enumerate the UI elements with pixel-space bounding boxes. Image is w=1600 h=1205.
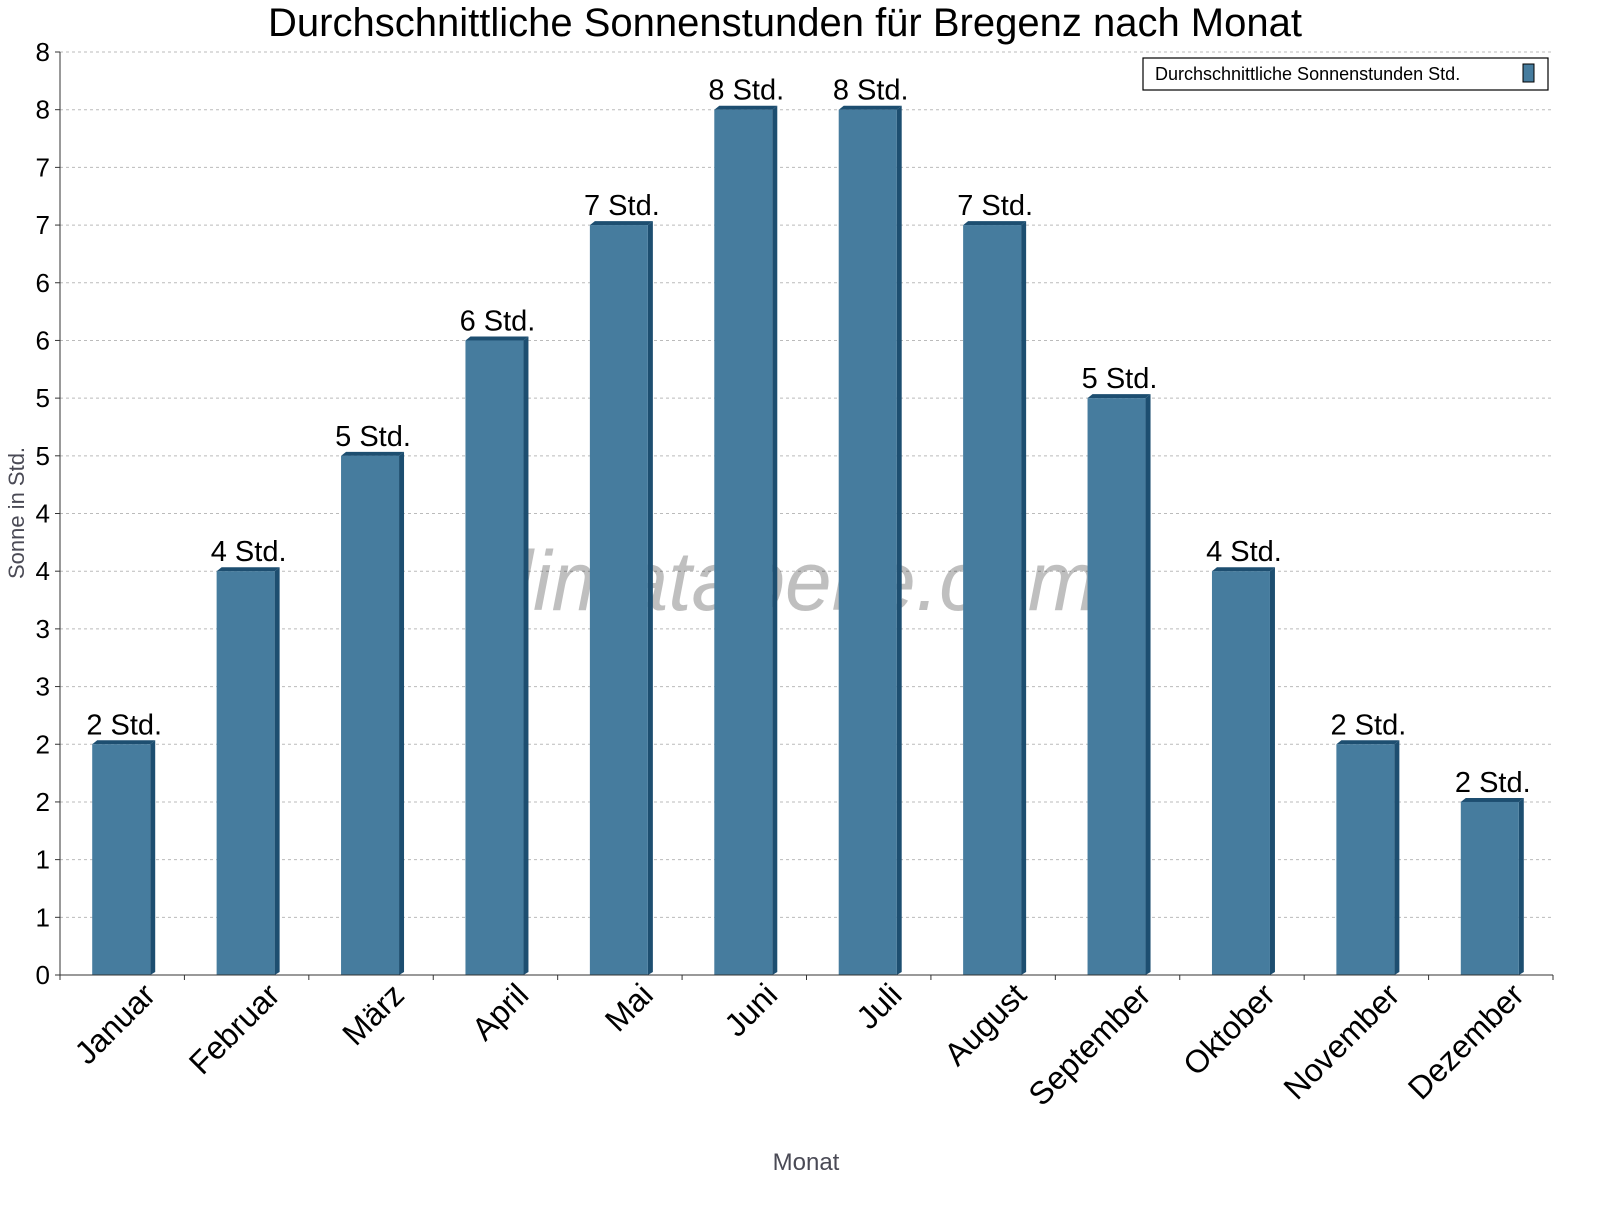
y-axis-label: Sonne in Std. bbox=[4, 447, 29, 579]
x-tick-label: April bbox=[465, 976, 536, 1047]
chart-title: Durchschnittliche Sonnenstunden für Breg… bbox=[268, 1, 1302, 45]
y-tick-label: 8 bbox=[36, 37, 50, 67]
y-tick-label: 4 bbox=[36, 556, 50, 586]
legend: Durchschnittliche Sonnenstunden Std. bbox=[1142, 57, 1549, 91]
bar bbox=[92, 744, 151, 975]
bar-top bbox=[1460, 797, 1524, 802]
data-label: 2 Std. bbox=[1330, 709, 1406, 741]
bar-side bbox=[1269, 567, 1275, 975]
bar-top bbox=[92, 740, 156, 745]
y-tick-label: 2 bbox=[36, 729, 50, 759]
y-tick-label: 5 bbox=[36, 441, 50, 471]
data-label: 6 Std. bbox=[460, 305, 536, 337]
data-label: 5 Std. bbox=[335, 421, 411, 453]
bar-top bbox=[216, 567, 280, 572]
bar-side bbox=[772, 105, 778, 975]
legend-swatch bbox=[1522, 63, 1535, 83]
bar-top bbox=[1211, 567, 1275, 572]
x-tick-label: Juli bbox=[849, 976, 908, 1035]
bar bbox=[1460, 801, 1519, 975]
bar-side bbox=[399, 451, 405, 975]
x-tick-label: Oktober bbox=[1176, 976, 1282, 1082]
y-tick-label: 4 bbox=[36, 499, 50, 529]
y-tick-label: 6 bbox=[36, 268, 50, 298]
bar-side bbox=[1394, 740, 1400, 975]
bar-side bbox=[647, 221, 653, 975]
y-tick-label: 3 bbox=[36, 614, 50, 644]
x-tick-label: Januar bbox=[68, 976, 163, 1071]
y-tick-label: 3 bbox=[36, 672, 50, 702]
x-tick-label: Mai bbox=[598, 976, 660, 1038]
data-label: 7 Std. bbox=[957, 190, 1033, 222]
x-tick-label: November bbox=[1276, 976, 1406, 1106]
data-label: 2 Std. bbox=[86, 709, 162, 741]
bar-side bbox=[1021, 221, 1027, 975]
x-tick-label: Dezember bbox=[1401, 976, 1531, 1106]
bar bbox=[963, 225, 1022, 975]
bar bbox=[589, 225, 648, 975]
x-tick-label: August bbox=[937, 976, 1033, 1072]
data-label: 8 Std. bbox=[708, 75, 784, 107]
x-tick-label: Juni bbox=[717, 976, 784, 1043]
grid bbox=[60, 51, 1553, 918]
y-tick-label: 7 bbox=[36, 152, 50, 182]
bar bbox=[838, 109, 897, 975]
y-tick-label: 0 bbox=[36, 960, 50, 990]
bar-side bbox=[274, 567, 280, 975]
bar-side bbox=[150, 740, 156, 975]
legend-label: Durchschnittliche Sonnenstunden Std. bbox=[1155, 64, 1460, 84]
bar-side bbox=[896, 105, 902, 975]
bar-top bbox=[341, 451, 405, 456]
x-axis-label: Monat bbox=[773, 1149, 840, 1176]
data-label: 4 Std. bbox=[1206, 536, 1282, 568]
bar-top bbox=[465, 336, 529, 341]
y-tick-label: 1 bbox=[36, 902, 50, 932]
bar-side bbox=[1518, 797, 1524, 975]
x-tick-label: Februar bbox=[182, 976, 287, 1081]
bar bbox=[216, 571, 275, 975]
bar-top bbox=[963, 221, 1027, 226]
data-label: 5 Std. bbox=[1082, 363, 1158, 395]
y-tick-label: 7 bbox=[36, 210, 50, 240]
y-tick-label: 5 bbox=[36, 383, 50, 413]
data-label: 8 Std. bbox=[833, 75, 909, 107]
bars: 2 Std. 4 Std. 5 Std. 6 Std. 7 Std. 8 Std. 8 St… bbox=[86, 75, 1531, 975]
bar bbox=[1087, 398, 1146, 975]
bar-top bbox=[1087, 394, 1151, 399]
bar-top bbox=[838, 105, 902, 110]
x-tick-label: September bbox=[1021, 976, 1157, 1112]
bar bbox=[1336, 744, 1395, 975]
y-tick-label: 6 bbox=[36, 325, 50, 355]
x-tick-label: März bbox=[335, 976, 411, 1052]
data-label: 4 Std. bbox=[211, 536, 287, 568]
data-label: 2 Std. bbox=[1455, 767, 1531, 799]
bar bbox=[465, 340, 524, 975]
bar-side bbox=[1145, 394, 1151, 975]
bar bbox=[714, 109, 773, 975]
bar-side bbox=[523, 336, 529, 975]
bar-top bbox=[714, 105, 778, 110]
data-label: 7 Std. bbox=[584, 190, 660, 222]
bar bbox=[1211, 571, 1270, 975]
y-tick-label: 2 bbox=[36, 787, 50, 817]
y-tick-label: 1 bbox=[36, 845, 50, 875]
bar bbox=[341, 455, 400, 975]
y-tick-label: 8 bbox=[36, 95, 50, 125]
bar-top bbox=[1336, 740, 1400, 745]
bar-top bbox=[589, 221, 653, 226]
